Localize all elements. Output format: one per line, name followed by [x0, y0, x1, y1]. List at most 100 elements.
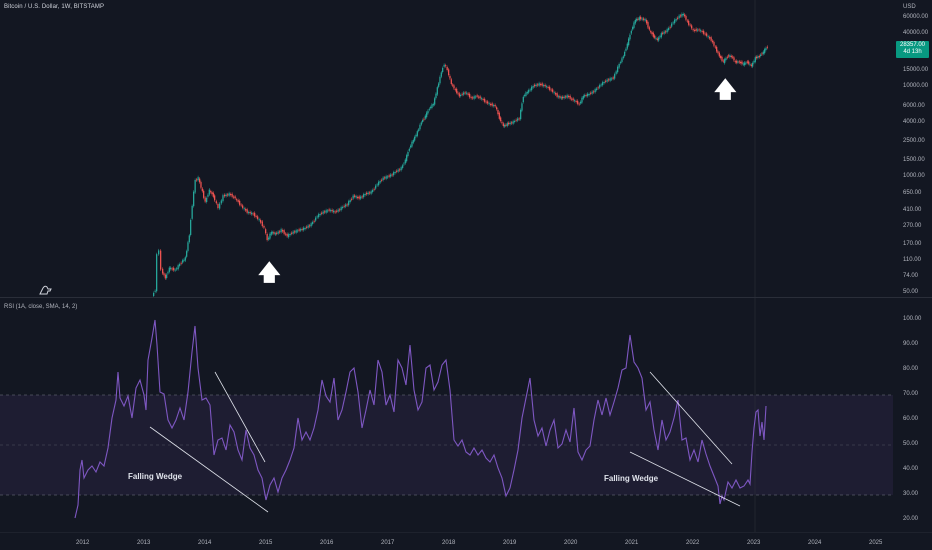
candle	[746, 61, 748, 63]
pane-divider[interactable]	[0, 297, 932, 298]
candle	[547, 87, 549, 88]
candle	[224, 194, 226, 197]
candle	[176, 268, 178, 270]
candle	[754, 57, 756, 62]
candle	[581, 97, 583, 103]
rsi-tick: 60.00	[903, 416, 919, 422]
chart-title[interactable]: Bitcoin / U.S. Dollar, 1W, BITSTAMP	[4, 4, 105, 10]
candle	[655, 37, 657, 39]
candle	[712, 40, 714, 43]
candle	[289, 234, 291, 235]
candle	[748, 61, 750, 64]
candle	[615, 71, 617, 74]
candle	[261, 221, 263, 227]
candle	[546, 86, 548, 88]
candle	[442, 68, 444, 72]
candle	[403, 163, 405, 165]
candle	[467, 93, 469, 95]
candle	[718, 52, 720, 57]
candle	[692, 29, 694, 31]
candle	[360, 196, 362, 199]
candle	[470, 97, 472, 99]
candle	[225, 194, 227, 197]
candle	[753, 61, 755, 63]
candle	[357, 197, 359, 198]
candle	[435, 93, 437, 99]
candle	[490, 104, 492, 105]
candle	[498, 112, 500, 119]
candle	[286, 233, 288, 237]
candle	[188, 235, 190, 243]
candle	[624, 52, 626, 56]
candle	[430, 107, 432, 109]
candle	[245, 209, 247, 211]
tradingview-logo-icon[interactable]	[38, 284, 54, 296]
candle	[274, 233, 276, 235]
candle	[210, 191, 212, 193]
candle	[443, 64, 445, 67]
candle	[473, 96, 475, 99]
candle	[666, 29, 668, 33]
rsi-tick: 20.00	[903, 516, 919, 522]
candle	[324, 211, 326, 213]
candle	[388, 175, 390, 177]
candle	[439, 76, 441, 84]
candle	[187, 242, 189, 251]
candle	[315, 217, 317, 221]
candle	[174, 269, 176, 271]
candle	[580, 101, 582, 104]
candle	[295, 230, 297, 233]
candle	[658, 37, 660, 41]
candle	[514, 121, 516, 122]
candle	[466, 92, 468, 94]
candle	[453, 85, 455, 89]
candle	[509, 122, 511, 125]
falling-wedge-label-right[interactable]: Falling Wedge	[604, 474, 659, 483]
candle	[558, 96, 560, 98]
candle	[382, 177, 384, 181]
candle	[659, 36, 661, 38]
candle	[638, 17, 640, 20]
candle	[482, 99, 484, 100]
candle	[427, 110, 429, 114]
candle	[292, 231, 294, 234]
time-tick: 2022	[686, 540, 700, 546]
candle	[559, 96, 561, 98]
candle	[428, 108, 430, 110]
candle	[303, 227, 305, 231]
rsi-tick: 100.00	[903, 316, 922, 322]
candle	[349, 200, 351, 202]
candle	[258, 219, 260, 221]
falling-wedge-label-left[interactable]: Falling Wedge	[128, 472, 183, 481]
price-tick: 60000.00	[903, 14, 929, 20]
candle	[450, 79, 452, 84]
candle	[242, 205, 244, 208]
candle	[556, 93, 558, 97]
candle	[618, 64, 620, 68]
candle	[318, 214, 320, 218]
candle	[186, 251, 188, 257]
candle	[440, 72, 442, 77]
candle	[214, 195, 216, 201]
candle	[196, 179, 198, 181]
candle	[584, 95, 586, 97]
candle	[650, 31, 652, 33]
candle	[203, 190, 205, 198]
candle	[529, 89, 531, 91]
candle	[393, 172, 395, 176]
candle	[327, 210, 329, 212]
rsi-indicator-title[interactable]: RSI (1A, close, SMA, 14, 2)	[4, 304, 78, 310]
up-arrow-icon[interactable]: 🡅	[258, 260, 281, 285]
candle	[488, 103, 490, 105]
candle	[309, 225, 311, 227]
time-axis-divider	[0, 532, 932, 533]
candle	[367, 192, 369, 195]
candle	[738, 61, 740, 63]
candle	[652, 32, 654, 37]
candle	[375, 185, 377, 189]
candle	[291, 232, 293, 234]
candle	[211, 192, 213, 194]
up-arrow-icon[interactable]: 🡅	[714, 77, 737, 102]
candle	[757, 56, 759, 58]
